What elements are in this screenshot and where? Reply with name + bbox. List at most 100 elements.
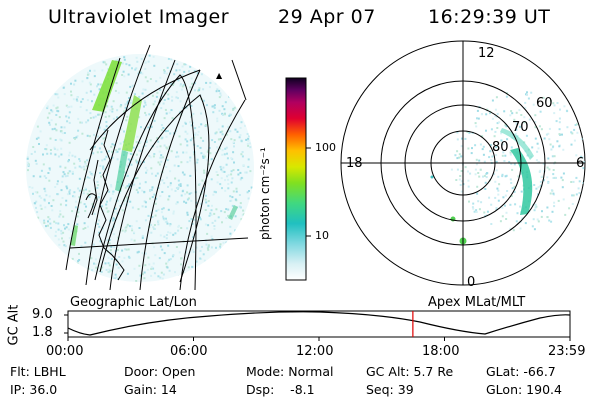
speckle: [83, 222, 86, 225]
speckle: [537, 186, 540, 189]
speckle: [581, 137, 584, 140]
speckle: [232, 141, 235, 144]
speckle: [73, 195, 76, 198]
speckle: [172, 84, 174, 86]
speckle: [169, 258, 172, 261]
speckle: [99, 240, 102, 243]
speckle: [115, 82, 118, 85]
speckle: [543, 137, 546, 140]
speckle: [144, 201, 147, 204]
speckle: [141, 189, 144, 192]
speckle: [225, 208, 228, 211]
speckle: [92, 152, 95, 155]
speckle: [216, 120, 219, 123]
speckle: [242, 209, 245, 212]
speckle: [515, 111, 518, 114]
speckle: [191, 222, 194, 225]
speckle: [106, 239, 109, 242]
speckle: [64, 166, 67, 169]
speckle: [49, 137, 52, 140]
speckle: [467, 147, 470, 150]
speckle: [561, 186, 564, 189]
speckle: [98, 231, 101, 234]
speckle: [245, 138, 248, 141]
mlt-label-18: 18: [346, 156, 363, 171]
speckle: [207, 163, 210, 166]
speckle: [103, 61, 106, 64]
speckle: [509, 114, 512, 117]
speckle: [504, 154, 507, 157]
speckle: [539, 169, 542, 172]
speckle: [53, 148, 56, 150]
speckle: [536, 142, 539, 145]
speckle: [156, 137, 159, 140]
speckle: [165, 72, 168, 75]
speckle: [211, 238, 214, 241]
speckle: [143, 100, 146, 103]
speckle: [91, 246, 94, 249]
speckle: [459, 184, 462, 186]
speckle: [140, 57, 143, 60]
speckle: [150, 223, 153, 226]
speckle: [160, 107, 163, 110]
speckle: [188, 104, 191, 107]
speckle: [473, 210, 476, 213]
speckle: [150, 231, 153, 234]
speckle: [72, 195, 74, 198]
speckle: [247, 197, 250, 200]
speckle: [153, 119, 156, 122]
speckle: [135, 153, 138, 156]
speckle: [165, 112, 168, 115]
speckle: [232, 169, 235, 172]
speckle: [211, 221, 214, 224]
speckle: [78, 196, 81, 199]
speckle: [196, 266, 199, 269]
speckle: [77, 129, 80, 132]
speckle: [131, 67, 133, 70]
speckle: [117, 248, 119, 251]
speckle: [525, 134, 528, 137]
speckle: [149, 197, 151, 200]
speckle: [108, 268, 111, 271]
speckle: [120, 104, 123, 107]
speckle: [190, 77, 193, 80]
speckle: [578, 180, 581, 183]
speckle: [129, 160, 131, 163]
speckle: [119, 142, 122, 145]
speckle: [98, 147, 101, 150]
speckle: [484, 181, 487, 184]
speckle: [127, 152, 130, 155]
altitude-ytick: 1.8: [32, 325, 53, 340]
speckle: [218, 89, 221, 92]
speckle: [225, 217, 228, 219]
speckle: [511, 168, 514, 171]
altitude-plot: [64, 310, 571, 341]
speckle: [89, 112, 92, 115]
speckle: [63, 224, 65, 227]
speckle: [531, 225, 534, 228]
speckle: [495, 96, 498, 99]
speckle: [501, 154, 504, 157]
speckle: [183, 63, 186, 66]
speckle: [170, 83, 173, 86]
speckle: [88, 190, 91, 193]
lat-label-70: 70: [512, 120, 529, 135]
speckle: [459, 175, 462, 177]
speckle: [247, 137, 250, 140]
speckle: [198, 183, 201, 186]
speckle: [571, 132, 574, 135]
speckle: [112, 277, 115, 280]
speckle: [105, 63, 108, 66]
speckle: [106, 200, 108, 203]
mode-info: Mode: Normal: [246, 364, 334, 379]
speckle: [160, 128, 163, 131]
speckle: [519, 205, 522, 208]
speckle: [43, 198, 46, 201]
speckle: [151, 196, 154, 198]
speckle: [526, 93, 528, 96]
speckle: [189, 65, 192, 68]
speckle: [186, 227, 189, 230]
speckle: [141, 205, 144, 208]
speckle: [49, 152, 52, 155]
speckle: [133, 183, 136, 186]
